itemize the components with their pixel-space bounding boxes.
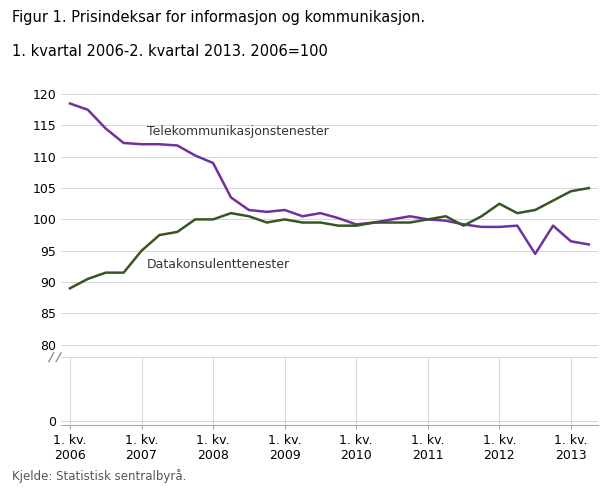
Text: Datakonsulenttenester: Datakonsulenttenester xyxy=(147,258,290,271)
Text: Kjelde: Statistisk sentralbyrå.: Kjelde: Statistisk sentralbyrå. xyxy=(12,469,187,483)
Text: Telekommunikasjonstenester: Telekommunikasjonstenester xyxy=(147,125,329,138)
Text: 1. kvartal 2006-2. kvartal 2013. 2006=100: 1. kvartal 2006-2. kvartal 2013. 2006=10… xyxy=(12,44,328,59)
Text: Figur 1. Prisindeksar for informasjon og kommunikasjon.: Figur 1. Prisindeksar for informasjon og… xyxy=(12,10,425,25)
